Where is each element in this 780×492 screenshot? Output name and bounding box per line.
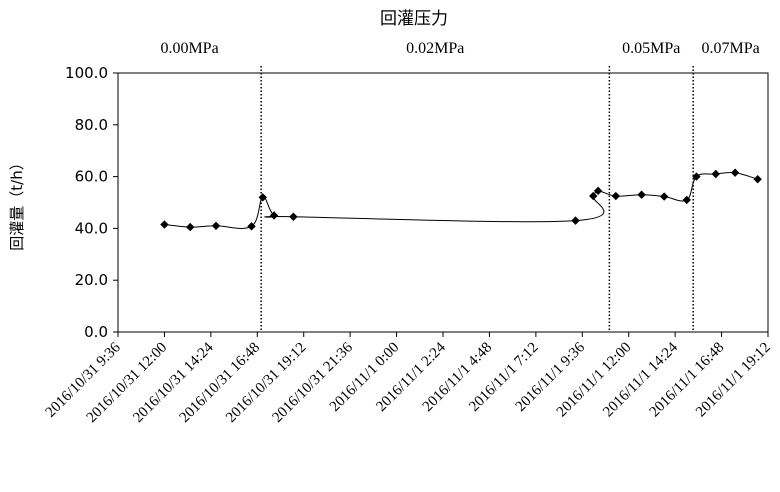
pressure-zone-label: 0.02MPa: [406, 40, 464, 57]
pressure-zone-label: 0.05MPa: [622, 40, 680, 57]
y-axis-label: 回灌量（t/h）: [8, 155, 26, 250]
x-tick-label: 2016/10/31 12:00: [84, 340, 170, 426]
y-tick-label: 20.0: [75, 271, 108, 289]
data-point-marker: [258, 193, 267, 202]
data-point-marker: [289, 212, 298, 221]
y-tick-label: 40.0: [75, 219, 108, 237]
data-point-marker: [589, 191, 598, 201]
data-point-marker: [247, 222, 256, 231]
data-point-marker: [186, 222, 195, 232]
y-tick-label: 100.0: [65, 64, 108, 82]
data-point-marker: [611, 191, 621, 201]
data-point-marker: [711, 169, 720, 179]
plot-area: [117, 72, 769, 333]
y-tick-label: 60.0: [75, 168, 108, 186]
data-point-marker: [753, 174, 762, 184]
data-point-marker: [637, 190, 646, 199]
chart-title: 回灌压力: [380, 9, 448, 29]
data-point-marker: [571, 216, 580, 225]
data-point-marker: [211, 221, 221, 231]
y-tick-label: 80.0: [75, 116, 108, 134]
data-point-marker: [659, 192, 669, 201]
series-line: [164, 171, 758, 229]
x-tick-label: 2016/10/31 16:48: [177, 340, 263, 426]
data-point-marker: [269, 211, 279, 220]
pressure-zone-label: 0.00MPa: [160, 40, 218, 57]
x-tick-label: 2016/10/31 14:24: [130, 339, 217, 426]
x-tick-label: 2016/10/31 19:12: [223, 340, 309, 426]
data-point-marker: [160, 220, 169, 229]
data-point-marker: [730, 168, 740, 177]
y-tick-label: 0.0: [84, 323, 108, 341]
x-tick-label: 2016/10/31 21:36: [270, 339, 357, 426]
data-point-marker: [682, 195, 691, 205]
pressure-zone-label: 0.07MPa: [701, 40, 759, 57]
data-point-marker: [692, 172, 701, 181]
data-point-marker: [593, 186, 603, 196]
